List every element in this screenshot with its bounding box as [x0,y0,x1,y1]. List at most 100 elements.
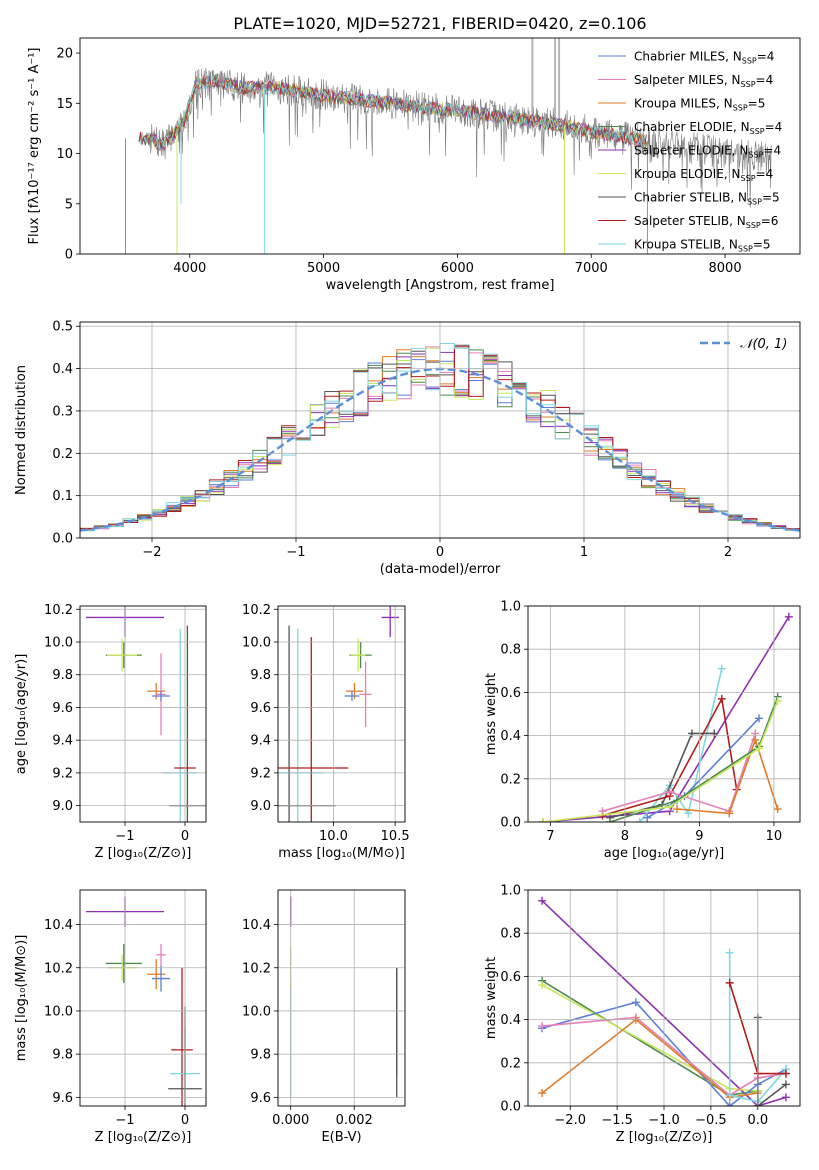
x-tick-label: 7000 [575,261,608,276]
legend-value: =5 [762,191,780,205]
axes-frame [79,321,801,539]
x-tick-label: −2 [142,545,161,560]
x-tick-label: −1 [115,1113,134,1128]
legend-label: Kroupa MILES, N [634,97,733,111]
x-tick-label: 10.5 [381,829,410,844]
y-tick-label: 0.8 [500,643,521,658]
legend-entry: Chabrier ELODIE, NSSP=4 [634,120,782,136]
x-axis-label: mass [log₁₀(M/M⊙)] [278,846,405,861]
legend-entry: Kroupa STELIB, NSSP=5 [634,238,771,254]
errorbar-chabrier-miles [344,691,360,701]
point-marker [755,744,764,753]
point-marker [631,998,640,1007]
point-marker [687,729,696,738]
x-axis-label: (data-model)/error [380,562,501,577]
y-tick-label: 10.0 [44,636,73,651]
y-tick-label: 0.4 [500,1013,521,1028]
x-tick-label: 0 [181,829,189,844]
legend-value: =6 [761,214,779,228]
x-tick-label: 7 [546,829,554,844]
y-axis-label: age [log₁₀(age/yr)] [14,654,29,775]
legend-value: =4 [756,167,774,181]
errorbar-chabrier-elodie [105,944,142,983]
y-tick-label: 9.6 [250,701,271,716]
legend-entry: Kroupa ELODIE, NSSP=4 [634,167,773,183]
legend-sub: SSP [742,57,757,66]
plot-area [290,896,398,1098]
point-marker [635,818,644,822]
x-tick-label: 0.0 [747,1113,768,1128]
y-tick-label: 0.6 [500,686,521,701]
y-tick-label: 9.6 [52,701,73,716]
x-axis-label: E(B-V) [321,1130,361,1145]
point-marker [751,735,760,744]
y-tick-label: 0 [65,248,73,263]
errorbar-chabrier-miles [152,965,170,992]
y-tick-label: 0.2 [52,447,73,462]
point-marker [538,1022,547,1031]
legend-sub: SSP [747,198,762,207]
legend-label: Salpeter STELIB, N [634,214,746,228]
chart-spectrum: 4000 5000 6000 7000 8000 0 5 10 15 20 wavelength [… [27,37,801,293]
x-axis-label: Z [log₁₀(Z/Z⊙)] [95,1130,192,1145]
x-tick-label: 0.002 [336,1113,373,1128]
y-tick-label: 0.5 [52,320,73,335]
y-tick-label: 0.6 [500,970,521,985]
series-salpeter-elodie [541,900,787,1106]
legend-sub: SSP [746,221,761,230]
y-tick-label: 10.2 [242,961,271,976]
plot-area [538,896,790,1106]
chart-mass_vs_ebv: 0.000 0.002 9.6 9.8 10.0 10.2 10.4 E(B-V) [242,889,406,1145]
y-tick-label: 0.0 [500,816,521,831]
errorbar-salpeter-stelib [171,967,193,1106]
plot-area [86,606,206,822]
plot-area [538,612,793,822]
x-tick-label: 10.0 [319,829,348,844]
legend-value: =4 [756,73,774,87]
errorbar-kroupa-elodie [107,638,137,672]
axes-frame [79,889,207,1107]
point-marker [725,809,734,818]
x-tick-label: 5000 [307,261,340,276]
legend-entry: Salpeter STELIB, NSSP=6 [634,214,778,230]
point-marker [538,1089,547,1098]
legend-sub: SSP [741,174,756,183]
y-tick-label: 9.4 [52,734,73,749]
x-tick-label: 0.000 [272,1113,309,1128]
legend-label: Chabrier MILES, N [634,50,742,64]
legend-value: =4 [763,144,781,158]
y-tick-label: 5 [65,197,73,212]
y-tick-label: 0.0 [500,1100,521,1115]
y-tick-label: 10.0 [242,1004,271,1019]
point-marker [665,802,674,811]
chart-age_vs_z: −1 0 9.0 9.2 9.4 9.6 9.8 10.0 10.2 Z [log₁₀(Z/Z⊙)… [14,603,207,861]
y-tick-label: 10.2 [44,603,73,618]
x-tick-label: −1.0 [648,1113,680,1128]
x-tick-label: −1.5 [601,1113,633,1128]
point-marker [773,697,782,706]
errorbar-salpeter-miles [359,661,372,728]
chart-weight_vs_z: −2.0 −1.5 −1.0 −0.5 0.0 0.0 0.2 0.4 0.6 0.8 1.0 Z [… [484,884,801,1145]
errorbar-salpeter-miles [156,944,166,966]
y-tick-label: 9.8 [52,1048,73,1063]
legend-label: Salpeter ELODIE, N [634,144,748,158]
legend-label: Kroupa STELIB, N [634,238,738,252]
point-marker [538,896,547,905]
series-chabrier-elodie [541,980,758,1097]
y-tick-label: 10.2 [242,603,271,618]
figure-title: PLATE=1020, MJD=52721, FIBERID=0420, z=0… [233,14,646,33]
legend-sub: SSP [733,104,748,113]
series-salpeter-stelib [602,696,738,817]
axes-frame [277,605,406,823]
x-tick-label: 6000 [441,261,474,276]
errorbar-kroupa-miles [147,959,166,990]
point-marker [717,694,726,703]
point-marker [643,813,652,822]
series-chabrier-elodie [609,696,779,822]
y-tick-label: 0.1 [52,489,73,504]
errorbar-salpeter-stelib [278,637,349,822]
y-axis-label: mass weight [484,957,499,1039]
errorbar-salpeter-elodie [381,606,399,638]
y-axis-label: mass weight [484,673,499,755]
